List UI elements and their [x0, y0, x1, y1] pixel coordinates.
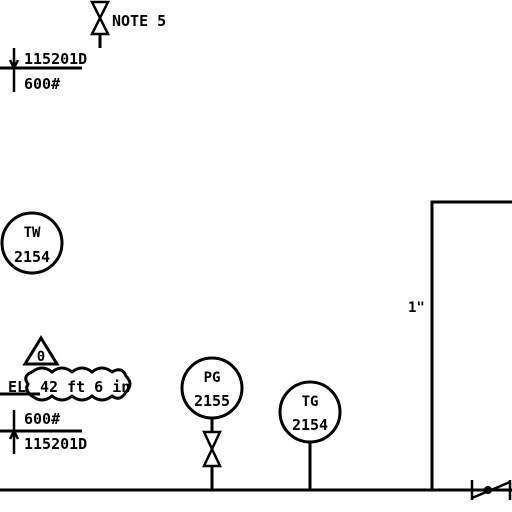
note-label: NOTE 5 [112, 12, 166, 30]
instrument-tw: TW 2154 [0, 211, 64, 275]
line-flag-top: 115201D 600# [0, 48, 87, 93]
elevation-prefix: EL [8, 378, 26, 396]
flow-arrow-icon [8, 48, 20, 92]
line-number: 115201D [24, 50, 87, 68]
instrument-number: 2155 [194, 392, 230, 410]
line-rating: 600# [24, 410, 60, 428]
instrument-tag: PG [204, 370, 221, 386]
note5-valve: NOTE 5 [89, 0, 166, 48]
revision-triangle-icon [22, 335, 60, 366]
elevation-callout: EL 42 ft 6 in [0, 366, 132, 402]
instrument-number: 2154 [292, 416, 328, 434]
line-flag-bottom: 600# 115201D [0, 410, 87, 454]
instrument-pg: PG 2155 [180, 356, 244, 490]
revision-marker: 0 [22, 335, 60, 366]
flow-arrow-icon [8, 410, 20, 454]
check-valve-disc [484, 486, 492, 494]
gate-valve-icon [89, 0, 111, 36]
vessel: 1" [408, 200, 512, 490]
main-process-line [0, 480, 512, 500]
instrument-number: 2154 [14, 248, 50, 266]
connection-size: 1" [408, 300, 425, 316]
gate-valve-icon [202, 430, 222, 468]
revision-number: 0 [37, 349, 45, 365]
line-rating: 600# [24, 75, 60, 93]
instrument-bubble [0, 211, 64, 275]
elevation-value: 42 ft 6 in [40, 378, 130, 396]
instrument-tag: TW [24, 225, 41, 241]
instrument-tg: TG 2154 [278, 380, 342, 490]
instrument-tag: TG [302, 394, 319, 410]
revision-cloud [24, 366, 132, 402]
vessel-outline [430, 200, 512, 490]
line-number: 115201D [24, 435, 87, 453]
